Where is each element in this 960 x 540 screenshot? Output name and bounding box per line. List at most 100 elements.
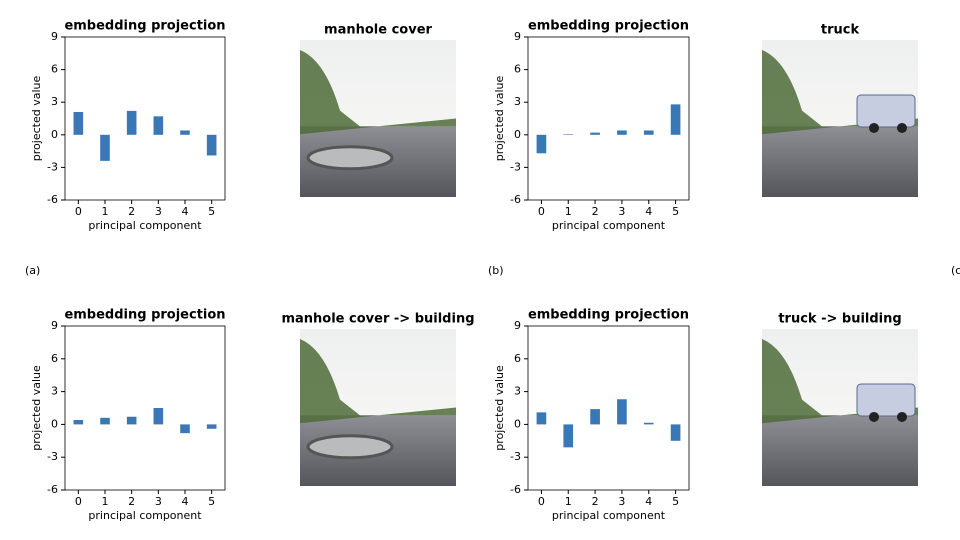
x-tick-label: 4 (182, 495, 189, 508)
axes-frame (64, 36, 226, 201)
manhole (306, 145, 394, 171)
photo (762, 40, 918, 197)
x-tick-label: 5 (208, 495, 215, 508)
bar (180, 424, 190, 434)
image-title: manhole cover (324, 23, 432, 38)
chart-title: embedding projection (64, 308, 225, 323)
y-tick-label: 6 (51, 352, 58, 365)
bar (617, 130, 627, 135)
axes-frame (527, 325, 690, 491)
trees (762, 339, 918, 424)
y-axis-label: projected value (493, 76, 506, 162)
wheel (897, 411, 907, 422)
x-axis-label: principal component (552, 219, 666, 232)
image-title: truck -> building (778, 312, 901, 327)
bar-chart: embedding projection -6 -3 0 3 6 9 0 1 2 3 4 5 princi… (30, 308, 226, 523)
y-tick-label: 9 (51, 319, 58, 332)
x-tick-label: 3 (155, 205, 162, 218)
x-tick-label: 3 (155, 495, 162, 508)
x-tick-label: 5 (208, 205, 215, 218)
x-tick-label: 0 (538, 205, 545, 218)
bar (126, 416, 137, 425)
bar-chart: embedding projection -6 -3 0 3 6 9 0 1 2 3 4 5 princi… (30, 19, 226, 233)
panel-label: (c (951, 264, 960, 277)
trees (300, 339, 456, 424)
y-tick-label: 3 (51, 385, 58, 398)
y-tick-label: 6 (514, 352, 521, 365)
charts: embedding projection -6 -3 0 3 6 9 0 1 2 3 4 5 princi… (30, 19, 690, 523)
x-tick-label: 4 (645, 205, 652, 218)
bar (73, 420, 84, 425)
x-tick-label: 4 (645, 495, 652, 508)
y-tick-label: -6 (510, 483, 521, 496)
chart-title: embedding projection (64, 19, 225, 34)
y-tick-label: 6 (51, 63, 58, 76)
x-tick-label: 2 (592, 205, 599, 218)
image-title: manhole cover -> building (281, 312, 474, 327)
x-tick-label: 3 (618, 495, 625, 508)
x-tick-label: 0 (75, 205, 82, 218)
road (762, 415, 918, 486)
y-axis-label: projected value (493, 365, 506, 451)
truck (856, 94, 916, 128)
x-tick-label: 2 (592, 495, 599, 508)
y-tick-label: 9 (51, 30, 58, 43)
wheel (897, 122, 907, 133)
bar (153, 116, 164, 135)
y-axis-label: projected value (30, 76, 43, 162)
wheel (869, 122, 879, 133)
bar (206, 424, 217, 429)
x-tick-label: 0 (75, 495, 82, 508)
bar (100, 417, 110, 425)
bar (153, 408, 164, 425)
y-tick-label: -3 (510, 450, 521, 463)
y-tick-label: -6 (47, 193, 58, 206)
y-tick-label: -3 (510, 160, 521, 173)
bar (563, 424, 574, 448)
images: manhole cover truck manhole cover -> build… (281, 23, 918, 486)
panel-label: (b) (488, 264, 504, 277)
bar (563, 134, 574, 135)
bar (590, 409, 600, 425)
photo (300, 329, 456, 486)
axes-frame (527, 36, 690, 201)
chart-title: embedding projection (528, 308, 689, 323)
x-tick-label: 3 (618, 205, 625, 218)
x-tick-label: 5 (672, 495, 679, 508)
y-tick-label: 0 (51, 128, 58, 141)
x-tick-label: 2 (128, 495, 135, 508)
y-tick-label: 6 (514, 63, 521, 76)
y-tick-label: 3 (514, 385, 521, 398)
photo (300, 40, 456, 197)
x-tick-label: 0 (538, 495, 545, 508)
trees (762, 50, 918, 135)
road (762, 126, 918, 197)
bar (180, 130, 190, 135)
y-tick-label: 0 (514, 417, 521, 430)
x-tick-label: 5 (672, 205, 679, 218)
x-tick-label: 2 (128, 205, 135, 218)
photo (762, 329, 918, 486)
trees (300, 50, 456, 135)
bar (670, 424, 681, 441)
bar (670, 104, 681, 135)
bar (617, 399, 627, 425)
chart-title: embedding projection (528, 19, 689, 34)
bar (643, 422, 654, 425)
y-tick-label: 0 (514, 128, 521, 141)
x-tick-label: 4 (182, 205, 189, 218)
bar (536, 412, 547, 425)
x-tick-label: 1 (102, 495, 109, 508)
x-axis-label: principal component (88, 219, 202, 232)
bar (643, 130, 654, 135)
y-tick-label: 9 (514, 30, 521, 43)
y-tick-label: 3 (51, 95, 58, 108)
x-axis-label: principal component (88, 509, 202, 522)
bar (126, 110, 137, 135)
y-axis-label: projected value (30, 365, 43, 451)
bar (100, 134, 110, 161)
image-title: truck (821, 23, 860, 38)
wheel (869, 411, 879, 422)
x-tick-label: 1 (565, 495, 572, 508)
